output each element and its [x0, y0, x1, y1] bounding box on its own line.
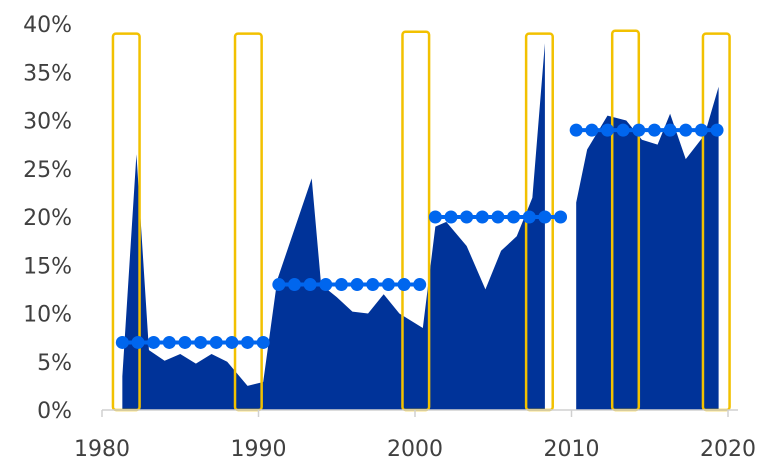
mean-point-4-1 — [569, 123, 583, 137]
y-tick-label-30: 30% — [23, 110, 72, 135]
mean-point-2-10 — [413, 278, 427, 292]
x-tick-label-1980: 1980 — [74, 437, 130, 462]
mean-point-4-10 — [710, 123, 724, 137]
mean-point-1-10 — [256, 335, 270, 349]
mean-point-1-9 — [241, 335, 255, 349]
mean-point-2-7 — [366, 278, 380, 292]
mean-point-3-9 — [554, 210, 568, 224]
mean-point-3-7 — [522, 210, 536, 224]
mean-point-2-2 — [287, 278, 301, 292]
mean-point-4-7 — [663, 123, 677, 137]
y-tick-label-5: 5% — [37, 351, 72, 376]
mean-point-2-3 — [303, 278, 317, 292]
mean-point-3-5 — [491, 210, 505, 224]
area-series — [122, 43, 719, 411]
mean-point-3-2 — [444, 210, 458, 224]
y-tick-label-40: 40% — [23, 13, 72, 38]
y-tick-label-25: 25% — [23, 158, 72, 183]
y-tick-label-10: 10% — [23, 303, 72, 328]
x-tick-label-2010: 2010 — [544, 437, 600, 462]
mean-point-1-5 — [178, 335, 192, 349]
mean-point-4-6 — [647, 123, 661, 137]
mean-point-3-8 — [538, 210, 552, 224]
mean-point-2-1 — [272, 278, 286, 292]
mean-point-2-8 — [381, 278, 395, 292]
x-tick-label-2020: 2020 — [700, 437, 756, 462]
mean-point-1-7 — [209, 335, 223, 349]
mean-point-3-6 — [507, 210, 521, 224]
y-tick-label-15: 15% — [23, 254, 72, 279]
area-segment-2 — [576, 86, 719, 410]
mean-point-2-4 — [319, 278, 333, 292]
y-tick-label-0: 0% — [37, 399, 72, 424]
mean-point-1-1 — [115, 335, 129, 349]
mean-point-1-2 — [131, 335, 145, 349]
mean-point-2-6 — [350, 278, 364, 292]
mean-series — [115, 123, 724, 349]
x-tick-label-1990: 1990 — [231, 437, 287, 462]
mean-point-4-8 — [679, 123, 693, 137]
mean-point-3-4 — [475, 210, 489, 224]
mean-point-3-3 — [460, 210, 474, 224]
mean-point-4-5 — [632, 123, 646, 137]
mean-point-1-6 — [194, 335, 208, 349]
mean-point-2-9 — [397, 278, 411, 292]
mean-point-1-3 — [147, 335, 161, 349]
mean-point-4-2 — [585, 123, 599, 137]
x-axis-ticks: 1980 1990 2000 2010 2020 — [74, 410, 756, 462]
mean-point-4-3 — [600, 123, 614, 137]
mean-point-4-4 — [616, 123, 630, 137]
mean-point-4-9 — [694, 123, 708, 137]
y-tick-label-20: 20% — [23, 206, 72, 231]
x-tick-label-2000: 2000 — [387, 437, 443, 462]
mean-point-1-8 — [225, 335, 239, 349]
mean-point-2-5 — [334, 278, 348, 292]
highlight-box-2 — [233, 32, 263, 412]
y-tick-label-35: 35% — [23, 61, 72, 86]
mean-point-3-1 — [428, 210, 442, 224]
mean-point-1-4 — [162, 335, 176, 349]
area-segment-1 — [122, 43, 545, 411]
y-axis-ticks: 0% 5% 10% 15% 20% 25% 30% 35% 40% — [23, 13, 72, 424]
